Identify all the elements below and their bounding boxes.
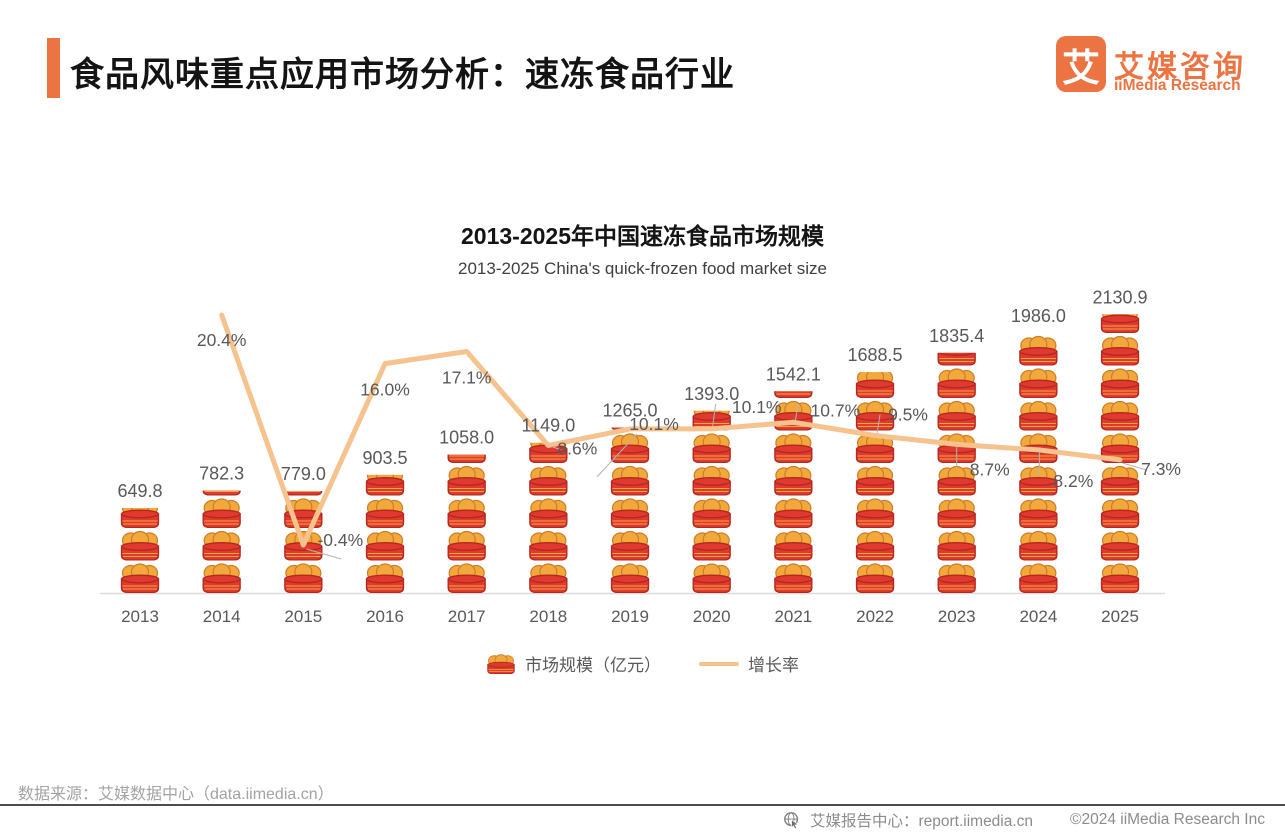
value-label-2021: 1542.1 bbox=[766, 364, 821, 384]
pictogram-bar-2025 bbox=[1100, 314, 1140, 593]
growth-line bbox=[219, 312, 1123, 548]
title-accent-bar bbox=[47, 38, 60, 98]
growth-label-2023: 8.7% bbox=[970, 459, 1010, 479]
chart-title: 2013-2025年中国速冻食品市场规模 bbox=[461, 223, 824, 249]
year-label-2018: 2018 bbox=[529, 607, 567, 626]
logo-brand-cn: 艾媒咨询 bbox=[1114, 51, 1246, 84]
value-label-2018: 1149.0 bbox=[521, 416, 575, 436]
year-label-2019: 2019 bbox=[611, 607, 649, 626]
legend-item-growth-rate: 增长率 bbox=[699, 651, 799, 676]
chart-labels: 649.8 2013 782.3 2014 779.0 2015 903.5 2016 1058… bbox=[117, 287, 1181, 626]
pictogram-bar-2017 bbox=[447, 454, 486, 593]
value-label-2014: 782.3 bbox=[199, 464, 244, 484]
growth-label-2024: 8.2% bbox=[1053, 471, 1093, 491]
leader-line bbox=[712, 403, 717, 426]
pictogram-bar-2016 bbox=[365, 474, 405, 593]
growth-label-2022: 9.5% bbox=[888, 405, 928, 425]
value-label-2019: 1265.0 bbox=[602, 401, 657, 421]
year-label-2025: 2025 bbox=[1101, 607, 1139, 626]
legend-item-market-size: 市场规模（亿元） bbox=[486, 651, 661, 676]
leader-line bbox=[1121, 462, 1147, 471]
year-label-2021: 2021 bbox=[774, 607, 812, 626]
year-label-2013: 2013 bbox=[121, 607, 159, 626]
value-label-2025: 2130.9 bbox=[1093, 287, 1148, 307]
value-label-2017: 1058.0 bbox=[439, 428, 494, 448]
growth-label-2019: 10.1% bbox=[629, 414, 679, 434]
steamer-basket-icon bbox=[486, 654, 516, 674]
copyright-text: ©2024 iiMedia Research Inc bbox=[1070, 811, 1265, 828]
legend-growth-label: 增长率 bbox=[748, 656, 799, 675]
year-label-2023: 2023 bbox=[938, 607, 976, 626]
value-label-2016: 903.5 bbox=[362, 448, 407, 468]
growth-label-2015: -0.4% bbox=[317, 530, 363, 550]
growth-label-2025: 7.3% bbox=[1141, 459, 1181, 479]
footer-right: 艾媒报告中心：report.iimedia.cn ©2024 iiMedia R… bbox=[783, 809, 1265, 831]
growth-label-2020: 10.1% bbox=[732, 397, 782, 417]
value-label-2023: 1835.4 bbox=[929, 326, 984, 346]
leader-line bbox=[596, 433, 638, 478]
value-label-2015: 779.0 bbox=[281, 464, 326, 484]
value-label-2024: 1986.0 bbox=[1011, 306, 1066, 326]
year-label-2020: 2020 bbox=[693, 607, 731, 626]
iimedia-logo-icon: 艾 bbox=[1056, 36, 1106, 92]
year-label-2024: 2024 bbox=[1019, 607, 1057, 626]
year-label-2014: 2014 bbox=[203, 607, 241, 626]
logo-brand-en: iiMedia Research bbox=[1114, 77, 1241, 94]
legend-market-label: 市场规模（亿元） bbox=[525, 656, 661, 675]
growth-label-2014: 20.4% bbox=[197, 330, 247, 350]
pictogram-bar-2024 bbox=[1019, 335, 1058, 593]
growth-label-2016: 16.0% bbox=[360, 380, 410, 400]
value-label-2020: 1393.0 bbox=[684, 384, 739, 404]
chart-subtitle: 2013-2025 China's quick-frozen food mark… bbox=[458, 259, 827, 278]
line-swatch-icon bbox=[699, 661, 739, 666]
pictogram-bars bbox=[100, 314, 1165, 595]
pictogram-bar-2013 bbox=[120, 508, 160, 593]
growth-line-series bbox=[219, 312, 1123, 548]
value-label-2013: 649.8 bbox=[117, 481, 162, 501]
year-label-2016: 2016 bbox=[366, 607, 404, 626]
growth-label-2021: 10.7% bbox=[811, 400, 861, 420]
pictogram-bar-2015 bbox=[284, 491, 323, 593]
pictogram-bar-2014 bbox=[202, 490, 241, 593]
year-label-2017: 2017 bbox=[448, 607, 486, 626]
page-title: 食品风味重点应用市场分析：速冻食品行业 bbox=[70, 56, 735, 94]
growth-label-2018: 8.6% bbox=[557, 438, 597, 458]
growth-label-2017: 17.1% bbox=[442, 367, 492, 387]
leader-line bbox=[876, 414, 881, 434]
year-label-2015: 2015 bbox=[284, 607, 322, 626]
data-source-note: 数据来源：艾媒数据中心（data.iimedia.cn） bbox=[18, 786, 334, 803]
chart-legend: 市场规模（亿元） 增长率 bbox=[0, 651, 1285, 676]
footer-divider bbox=[0, 804, 1285, 806]
value-label-2022: 1688.5 bbox=[847, 345, 902, 365]
globe-cursor-icon bbox=[784, 812, 799, 829]
pictogram-bar-2022 bbox=[855, 372, 895, 593]
leader-line bbox=[306, 548, 342, 560]
year-label-2022: 2022 bbox=[856, 607, 894, 626]
report-center-link: 艾媒报告中心：report.iimedia.cn bbox=[809, 813, 1034, 830]
leader-line bbox=[551, 446, 561, 450]
leader-line bbox=[794, 404, 799, 421]
